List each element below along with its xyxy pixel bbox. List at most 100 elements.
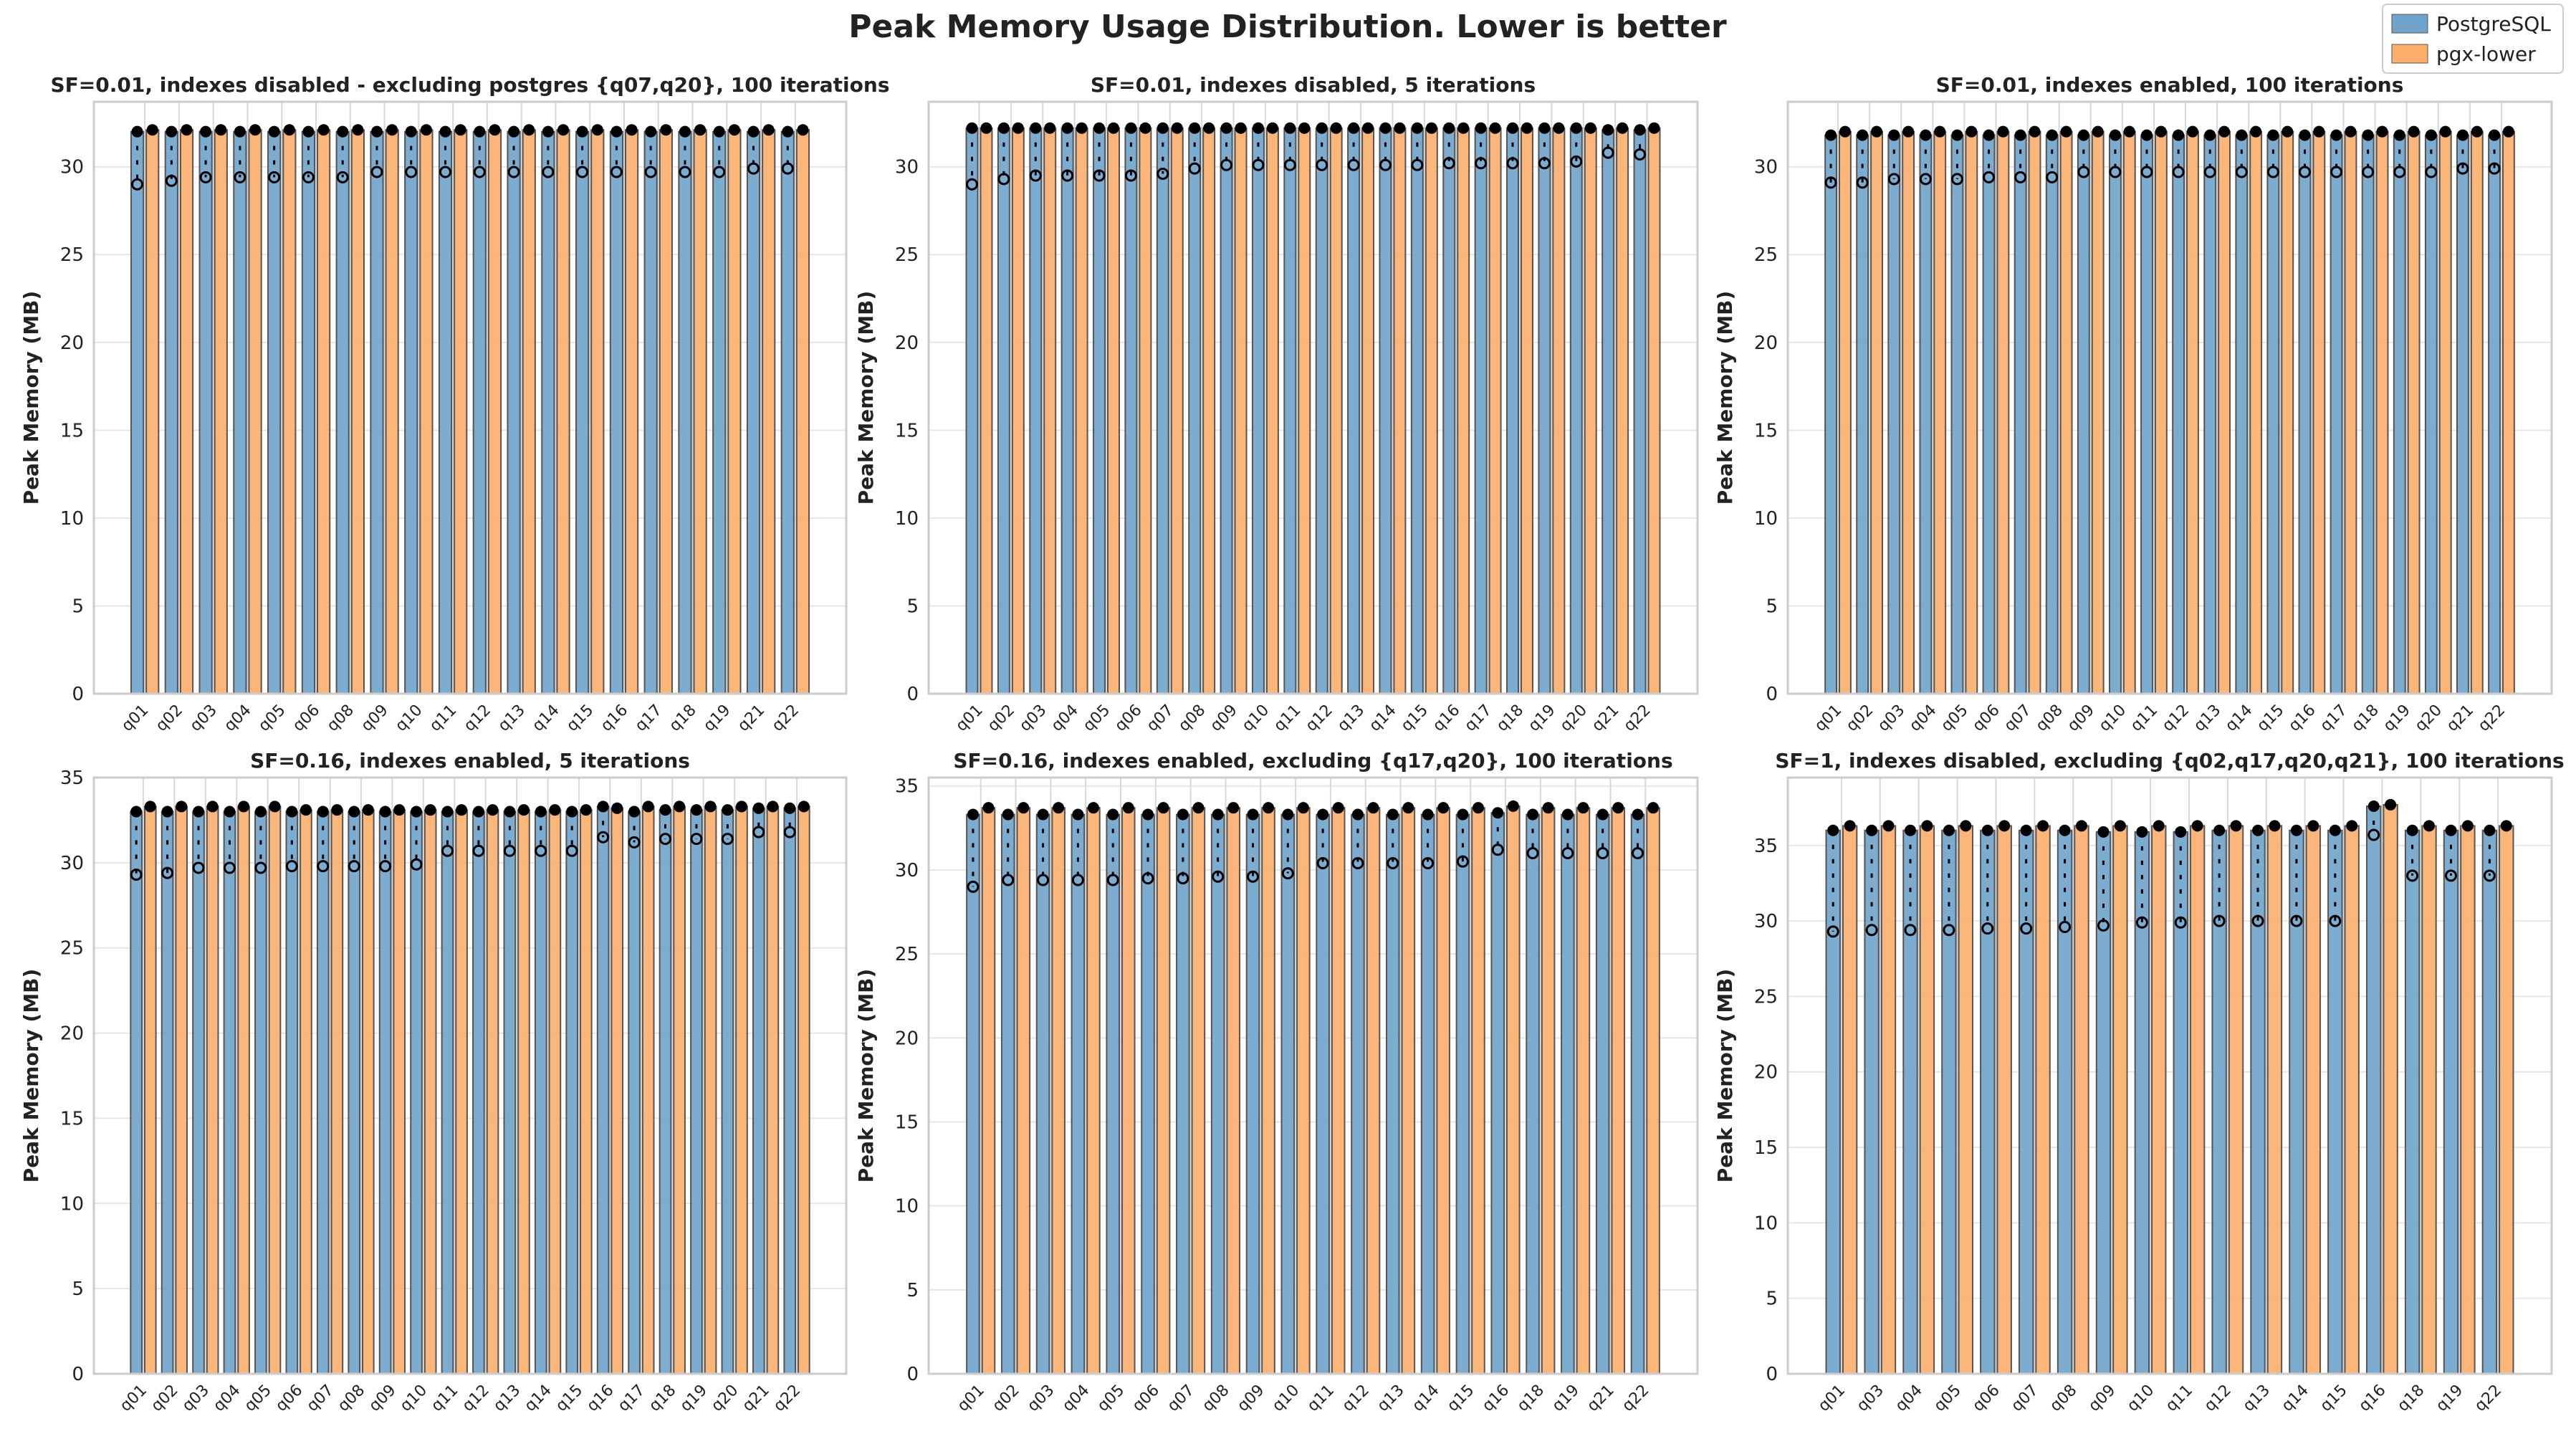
x-tick-label: q07 <box>1164 1382 1198 1415</box>
bar-pgx-lower-q10 <box>419 129 434 694</box>
value-marker-pgx-lower-q21 <box>1612 802 1624 814</box>
figure-title: Peak Memory Usage Distribution. Lower is… <box>848 9 1727 45</box>
bar-pgx-lower-q19 <box>704 806 717 1375</box>
value-marker-postgresql-q04 <box>1061 122 1073 134</box>
y-axis-label: Peak Memory (MB) <box>19 291 43 505</box>
x-tick-label: q16 <box>1479 1382 1513 1415</box>
value-marker-postgresql-q13 <box>1348 122 1360 134</box>
value-marker-pgx-lower-q17 <box>2345 125 2357 138</box>
outlier-min-q11 <box>439 166 452 178</box>
outlier-min-q06 <box>285 860 298 873</box>
subplot-5: SF=0.16, indexes enabled, excluding {q17… <box>854 749 1699 1415</box>
bar-pgx-lower-q22 <box>2499 825 2514 1375</box>
bar-pgx-lower-q07 <box>1170 127 1184 695</box>
value-marker-postgresql-q17 <box>645 125 657 138</box>
outlier-min-q08 <box>348 860 360 873</box>
outlier-min-q05 <box>1950 173 1963 186</box>
value-marker-pgx-lower-q15 <box>580 804 592 816</box>
outlier-min-q16 <box>1442 157 1455 170</box>
value-marker-postgresql-q15 <box>2329 824 2341 836</box>
value-marker-pgx-lower-q06 <box>1998 820 2011 832</box>
value-marker-postgresql-q12 <box>2213 824 2226 836</box>
bar-pgx-lower-q03 <box>206 806 219 1375</box>
value-marker-pgx-lower-q07 <box>2037 820 2049 832</box>
x-tick-label: q09 <box>2085 1382 2119 1415</box>
bar-pgx-lower-q06 <box>317 129 331 694</box>
value-marker-postgresql-q13 <box>1387 808 1399 821</box>
bar-pgx-lower-q18 <box>693 129 707 694</box>
bar-postgresql-q18 <box>2361 134 2375 694</box>
value-marker-postgresql-q03 <box>1037 808 1049 821</box>
x-tick-label: q18 <box>2348 702 2382 735</box>
x-tick-label: q10 <box>1269 1382 1303 1415</box>
bar-pgx-lower-q05 <box>282 129 297 694</box>
bar-pgx-lower-q22 <box>795 129 810 694</box>
outlier-min-q17 <box>644 166 657 178</box>
bar-pgx-lower-q13 <box>517 809 530 1375</box>
x-tick-label: q03 <box>1854 1382 1887 1415</box>
outlier-min-q14 <box>542 166 555 178</box>
value-marker-pgx-lower-q12 <box>489 124 501 136</box>
bar-pgx-lower-q17 <box>1488 127 1502 695</box>
value-marker-pgx-lower-q04 <box>1076 122 1088 134</box>
bar-pgx-lower-q13 <box>1361 127 1375 695</box>
x-tick-label: q06 <box>1111 702 1145 735</box>
value-marker-postgresql-q04 <box>1920 129 1932 141</box>
x-tick-label: q22 <box>1619 1382 1652 1415</box>
value-marker-postgresql-q15 <box>576 125 588 138</box>
subplot-title: SF=1, indexes disabled, excluding {q02,q… <box>1775 749 2564 773</box>
bar-pgx-lower-q15 <box>2281 130 2294 694</box>
x-tick-label: q18 <box>646 1382 679 1415</box>
value-marker-pgx-lower-q11 <box>1298 122 1311 134</box>
bar-pgx-lower-q04 <box>1086 807 1101 1375</box>
value-marker-pgx-lower-q18 <box>1521 122 1533 134</box>
subplot-2: SF=0.01, indexes disabled, 5 iterations P… <box>854 73 1699 735</box>
value-marker-pgx-lower-q21 <box>1617 122 1629 134</box>
value-marker-postgresql-q20 <box>722 804 734 816</box>
legend-swatch-postgresql <box>2391 14 2428 34</box>
value-marker-postgresql-q11 <box>1284 122 1296 134</box>
bar-pgx-lower-q20 <box>735 806 748 1375</box>
y-tick-label: 0 <box>906 684 919 705</box>
outlier-min-q12 <box>472 844 485 857</box>
outlier-min-q10 <box>2109 166 2122 178</box>
bar-pgx-lower-q02 <box>1011 127 1025 695</box>
outlier-min-q12 <box>1351 857 1364 870</box>
bar-postgresql-q10 <box>2134 831 2150 1375</box>
bar-pgx-lower-q03 <box>1043 127 1057 695</box>
outlier-min-q12 <box>473 166 486 178</box>
value-marker-pgx-lower-q19 <box>728 124 740 136</box>
value-marker-postgresql-q16 <box>2299 129 2311 141</box>
value-marker-postgresql-q17 <box>1475 122 1487 134</box>
bar-postgresql-q07 <box>1176 813 1190 1375</box>
x-tick-label: q01 <box>117 1382 150 1415</box>
y-axis-label: Peak Memory (MB) <box>1713 969 1737 1183</box>
value-marker-pgx-lower-q17 <box>1489 122 1501 134</box>
value-marker-pgx-lower-q07 <box>331 804 343 816</box>
value-marker-postgresql-q03 <box>1866 824 1878 836</box>
bar-postgresql-q18 <box>1506 127 1519 695</box>
bar-postgresql-q22 <box>1630 813 1645 1375</box>
value-marker-pgx-lower-q01 <box>1844 820 1856 832</box>
value-marker-postgresql-q11 <box>2175 826 2187 838</box>
y-tick-label: 10 <box>1754 508 1778 530</box>
outlier-min-q05 <box>254 861 267 874</box>
bar-postgresql-q12 <box>1315 127 1328 695</box>
bar-pgx-lower-q12 <box>1366 807 1381 1375</box>
x-tick-label: q08 <box>2046 1382 2080 1415</box>
bar-pgx-lower-q16 <box>2312 130 2326 694</box>
bar-pgx-lower-q12 <box>2228 825 2244 1375</box>
bar-postgresql-q02 <box>997 127 1010 695</box>
value-marker-postgresql-q18 <box>1527 808 1539 821</box>
value-marker-pgx-lower-q04 <box>238 800 250 813</box>
outlier-min-q22 <box>1632 846 1644 859</box>
y-tick-label: 30 <box>895 860 919 881</box>
y-tick-label: 30 <box>60 157 84 178</box>
x-tick-label: q06 <box>272 1382 306 1415</box>
axes-frame <box>1786 776 2553 1375</box>
bar-pgx-lower-q07 <box>2035 825 2051 1375</box>
value-marker-postgresql-q06 <box>302 125 315 138</box>
x-tick-label: q19 <box>1525 702 1558 735</box>
y-tick-label: 10 <box>60 508 84 530</box>
outlier-min-q15 <box>576 166 589 178</box>
